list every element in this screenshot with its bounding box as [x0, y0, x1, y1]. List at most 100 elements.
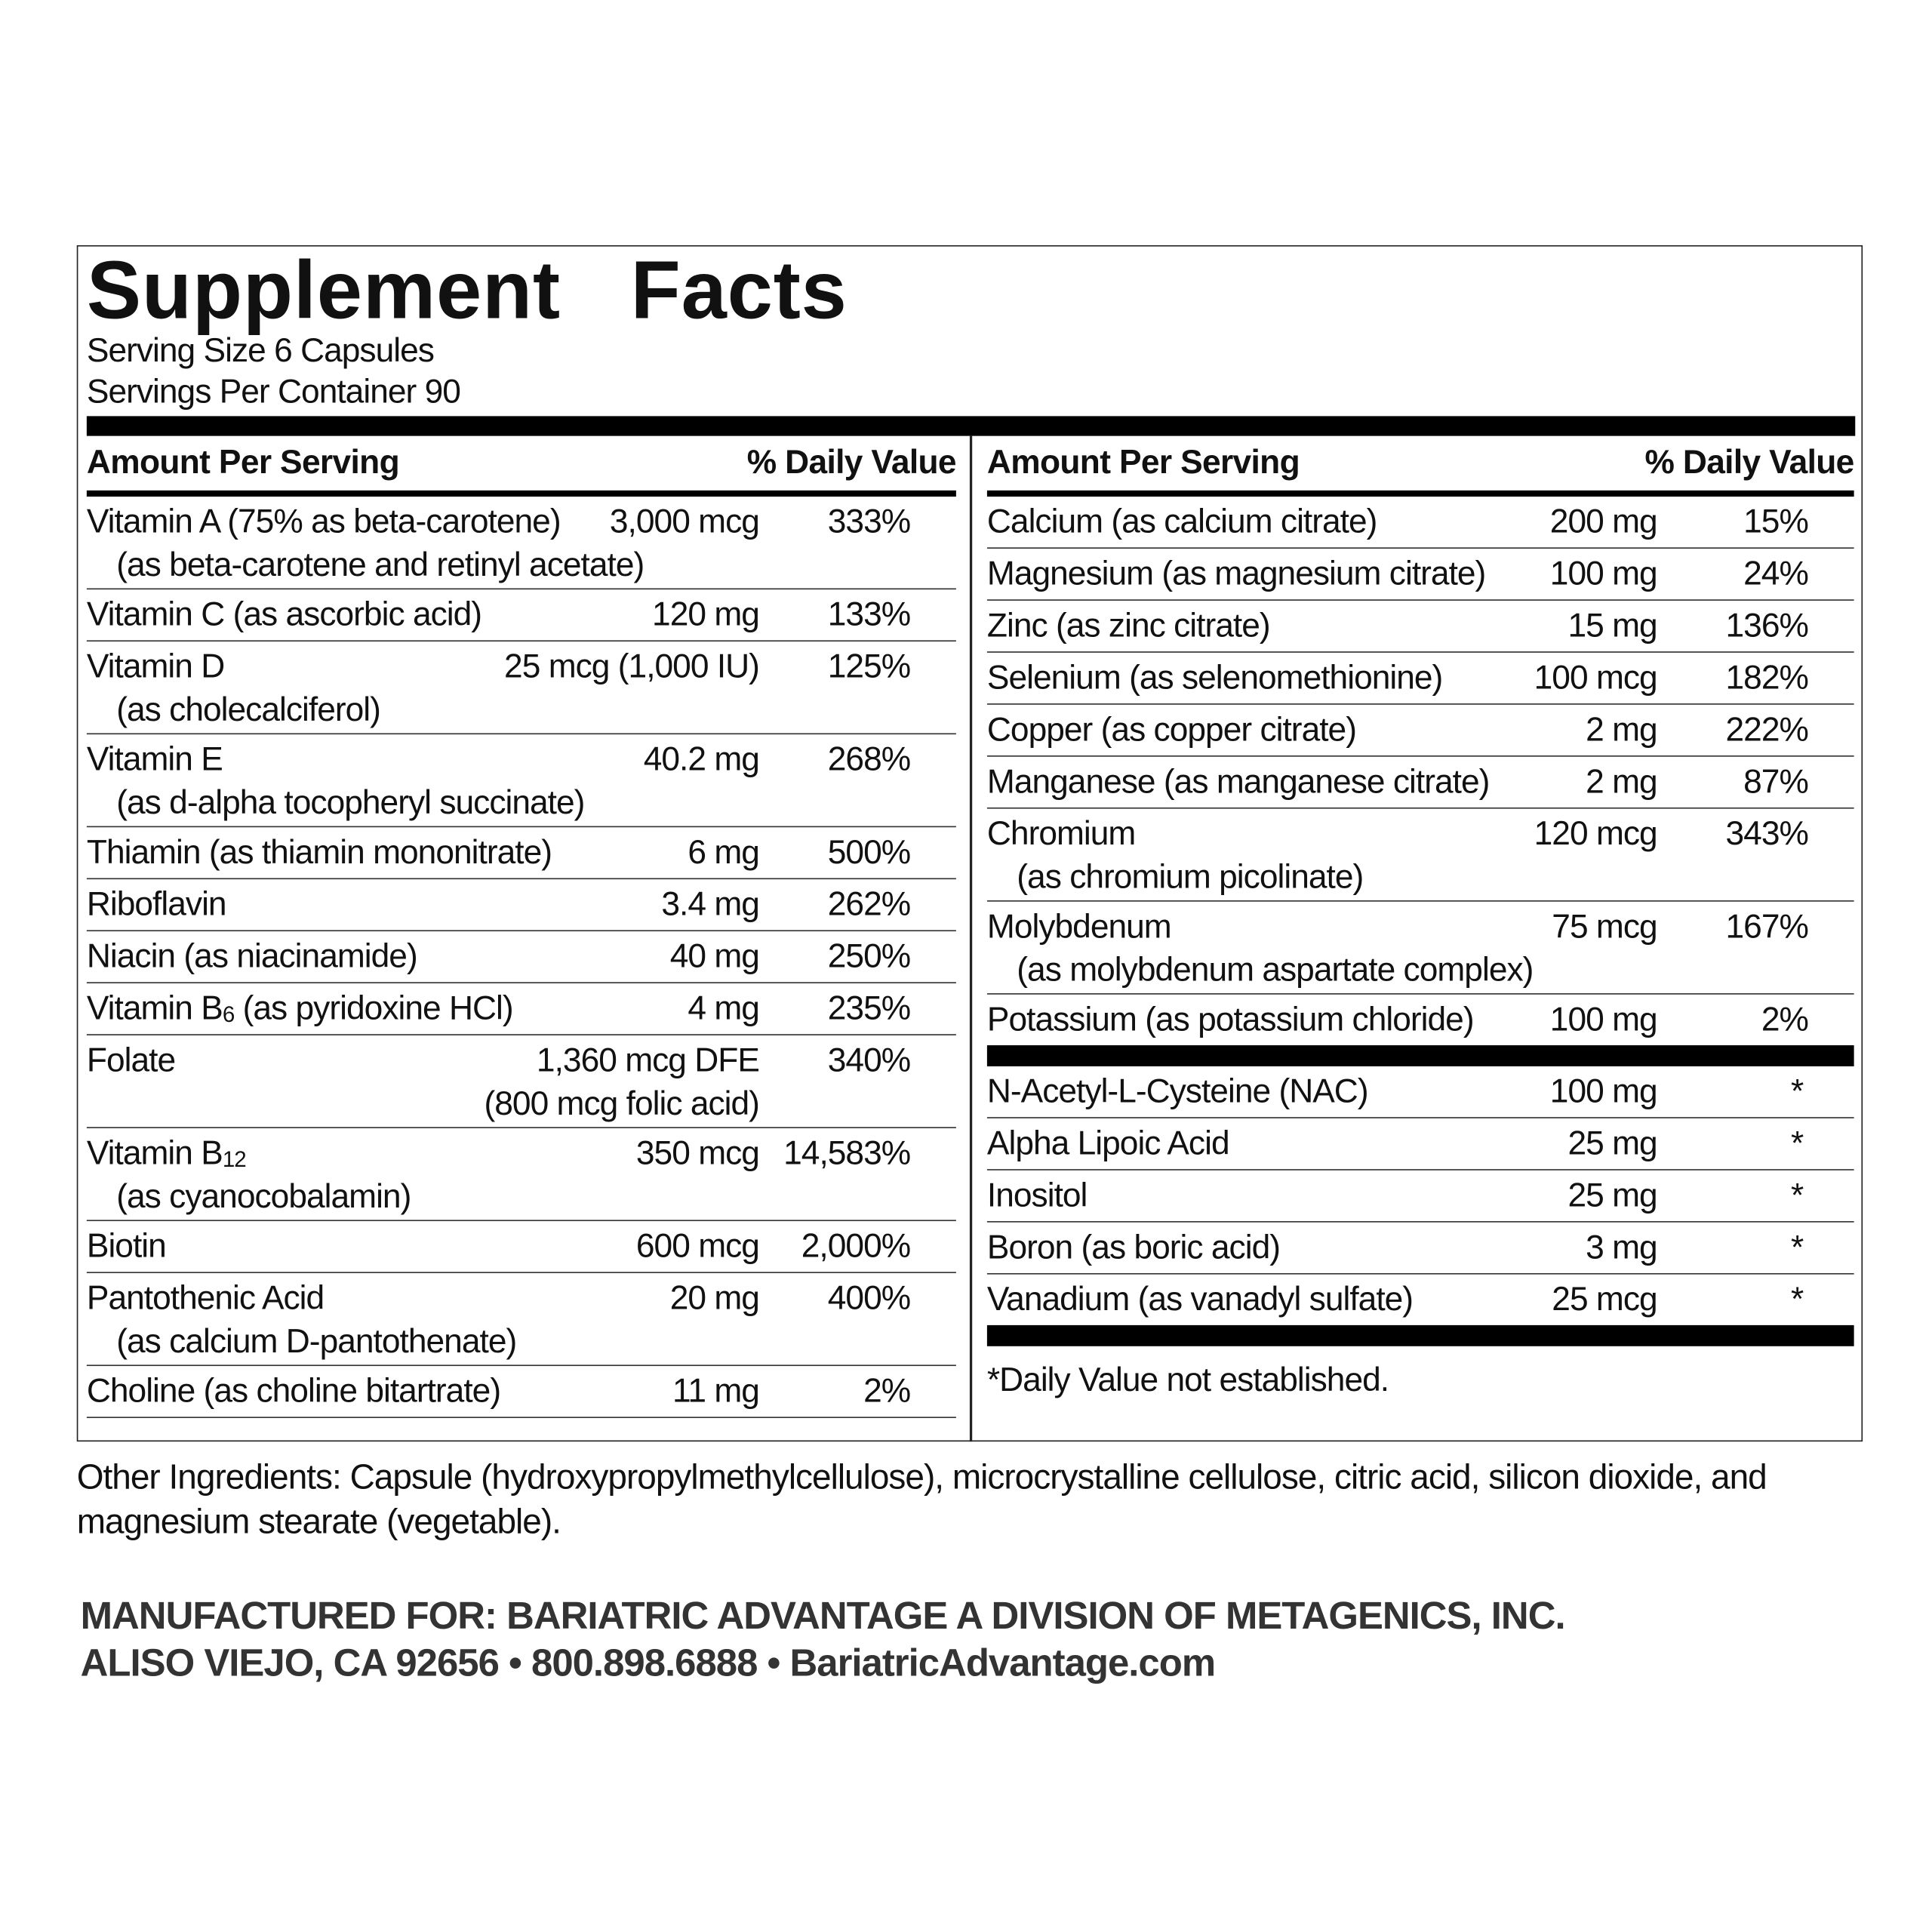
row-line: Biotin 600 mcg 2,000% [87, 1221, 956, 1272]
daily-value: 182% [1725, 659, 1809, 697]
row-detail-line: (800 mcg folic acid) [87, 1086, 956, 1127]
row-detail-line: (as cyanocobalamin) [87, 1179, 956, 1220]
header-amount: Amount Per Serving [86, 443, 400, 481]
nutrient-row: Calcium (as calcium citrate) 200 mg 15% [986, 497, 1854, 549]
nutrient-row: Pantothenic Acid 20 mg 400% (as calcium D-p… [86, 1273, 956, 1367]
other-ingredients: Other Ingredients: Capsule (hydroxypropy… [76, 1457, 1767, 1541]
nutrient-row: Vitamin B6 (as pyridoxine HCl) 4 mg 235% [86, 983, 956, 1035]
thick-bar [986, 1045, 1854, 1066]
row-line: Zinc (as zinc citrate) 15 mg 136% [987, 601, 1854, 651]
column-header: Amount Per Serving % Daily Value [986, 436, 1854, 497]
nutrient-detail: (as beta-carotene and retinyl acetate) [116, 546, 645, 583]
row-line: Vitamin C (as ascorbic acid) 120 mg 133% [87, 589, 956, 640]
nutrient-name: Chromium [986, 814, 1136, 853]
nutrient-detail: (as d-alpha tocopheryl succinate) [116, 783, 585, 822]
amount: 100 mcg [1534, 659, 1658, 697]
amount: 2 mg [1586, 710, 1658, 749]
daily-value: 333% [827, 503, 911, 540]
daily-value: 340% [827, 1041, 911, 1079]
daily-value: 2% [1761, 1000, 1809, 1038]
amount: 25 mg [1567, 1124, 1657, 1162]
daily-value: 14,583% [783, 1134, 911, 1172]
nutrient-name: Inositol [986, 1176, 1088, 1214]
nutrient-detail: (as calcium D-pantothenate) [116, 1322, 517, 1360]
daily-value: 500% [827, 833, 911, 871]
row-line: Vitamin E 40.2 mg 268% [87, 734, 956, 785]
row-line: Vanadium (as vanadyl sulfate) 25 mcg * [987, 1275, 1854, 1325]
row-line: Molybdenum 75 mcg 167% [987, 902, 1854, 952]
nutrient-row: Manganese (as manganese citrate) 2 mg 87% [986, 757, 1854, 809]
nutrient-row: Vitamin A (75% as beta-carotene) 3,000 mc… [86, 497, 956, 590]
amount: 100 mg [1549, 1000, 1658, 1038]
amount: 25 mcg (1,000 IU) [504, 648, 760, 685]
facts-box [76, 245, 1863, 1442]
nutrient-row: Vitamin D 25 mcg (1,000 IU) 125% (as cholec… [86, 641, 956, 735]
nutrient-row: Niacin (as niacinamide) 40 mg 250% [86, 931, 956, 983]
nutrient-name: Vitamin B [86, 1134, 223, 1172]
daily-value: 250% [827, 937, 911, 975]
amount: 11 mg [672, 1372, 760, 1410]
row-line: N-Acetyl-L-Cysteine (NAC) 100 mg * [987, 1066, 1854, 1117]
daily-value: 400% [827, 1279, 911, 1317]
daily-value: * [1791, 1072, 1804, 1110]
row-line: Calcium (as calcium citrate) 200 mg 15% [987, 497, 1854, 547]
row-line: Vitamin B6 (as pyridoxine HCl) 4 mg 235% [87, 983, 956, 1034]
nutrient-name: Vitamin E [86, 740, 223, 778]
nutrient-row: Riboflavin 3.4 mg 262% [86, 879, 956, 932]
nutrient-row: Vitamin B12 350 mcg 14,583% (as cyanocobala… [86, 1128, 956, 1222]
daily-value: 133% [827, 595, 911, 633]
amount: 120 mg [652, 595, 760, 633]
nutrient-row: Vitamin C (as ascorbic acid) 120 mg 133% [86, 589, 956, 642]
nutrient-row: Potassium (as potassium chloride) 100 mg 2… [987, 995, 1854, 1045]
daily-value: 2% [863, 1372, 911, 1410]
row-line: Copper (as copper citrate) 2 mg 222% [987, 705, 1854, 755]
amount: 25 mcg [1552, 1280, 1657, 1318]
nutrient-name: Choline (as choline bitartrate) [86, 1372, 501, 1410]
nutrient-name-rest: (as pyridoxine HCl) [234, 989, 514, 1027]
nutrient-name: Manganese (as manganese citrate) [986, 762, 1490, 801]
daily-value: * [1791, 1176, 1804, 1214]
nutrient-detail: (as molybdenum aspartate complex) [1017, 951, 1534, 989]
nutrient-name: Selenium (as selenomethionine) [986, 659, 1443, 697]
row-line: Alpha Lipoic Acid 25 mg * [987, 1118, 1854, 1169]
nutrient-name: Vanadium (as vanadyl sulfate) [986, 1280, 1414, 1318]
row-line: Vitamin B12 350 mcg 14,583% [87, 1128, 956, 1179]
nutrient-row: Alpha Lipoic Acid 25 mg * [986, 1118, 1854, 1171]
daily-value: 87% [1743, 762, 1809, 801]
nutrient-name: Niacin (as niacinamide) [86, 937, 418, 975]
column-header: Amount Per Serving % Daily Value [86, 436, 957, 497]
nutrient-row: Folate 1,360 mcg DFE 340% (800 mcg folic ac… [86, 1035, 956, 1128]
amount: 4 mg [688, 989, 760, 1027]
amount: 350 mcg [635, 1134, 760, 1172]
row-line: Pantothenic Acid 20 mg 400% [87, 1273, 956, 1324]
subscript: 6 [222, 1001, 235, 1027]
right-column: Amount Per Serving % Daily Value Calcium (… [986, 436, 1854, 1400]
nutrient-detail: (as cyanocobalamin) [116, 1177, 411, 1215]
nutrient-name: Copper (as copper citrate) [986, 710, 1357, 749]
row-detail-line: (as chromium picolinate) [987, 860, 1854, 900]
daily-value: 136% [1725, 607, 1809, 645]
amount: 2 mg [1586, 762, 1658, 801]
nutrient-row: Chromium 120 mcg 343% (as chromium picolina… [986, 809, 1854, 902]
amount: 100 mg [1549, 555, 1658, 592]
header-dv: % Daily Value [1644, 443, 1854, 481]
nutrient-name: Pantothenic Acid [86, 1279, 325, 1317]
amount: 100 mg [1549, 1072, 1658, 1110]
row-line: Choline (as choline bitartrate) 11 mg 2% [87, 1366, 956, 1417]
nutrient-name: Vitamin C (as ascorbic acid) [86, 595, 482, 633]
nutrient-name: Molybdenum [986, 907, 1172, 946]
nutrient-row: Choline (as choline bitartrate) 11 mg 2% [86, 1366, 956, 1418]
nutrient-row: Thiamin (as thiamin mononitrate) 6 mg 500% [86, 827, 956, 880]
nutrient-name: Vitamin B [86, 989, 223, 1027]
manufacturer: MANUFACTURED FOR: BARIATRIC ADVANTAGE A … [80, 1594, 1566, 1638]
row-line: Niacin (as niacinamide) 40 mg 250% [87, 931, 956, 982]
amount: 3.4 mg [661, 885, 760, 923]
nutrient-row: Molybdenum 75 mcg 167% (as molybdenum aspar… [986, 902, 1854, 995]
nutrient-name: Calcium (as calcium citrate) [986, 503, 1378, 540]
row-line: Boron (as boric acid) 3 mg * [987, 1223, 1854, 1273]
nutrient-row: Vitamin E 40.2 mg 268% (as d-alpha tocopher… [86, 734, 956, 828]
nutrient-name: Vitamin D [86, 648, 225, 685]
nutrient-name: Alpha Lipoic Acid [986, 1124, 1230, 1162]
nutrient-name: Thiamin (as thiamin mononitrate) [86, 833, 552, 871]
